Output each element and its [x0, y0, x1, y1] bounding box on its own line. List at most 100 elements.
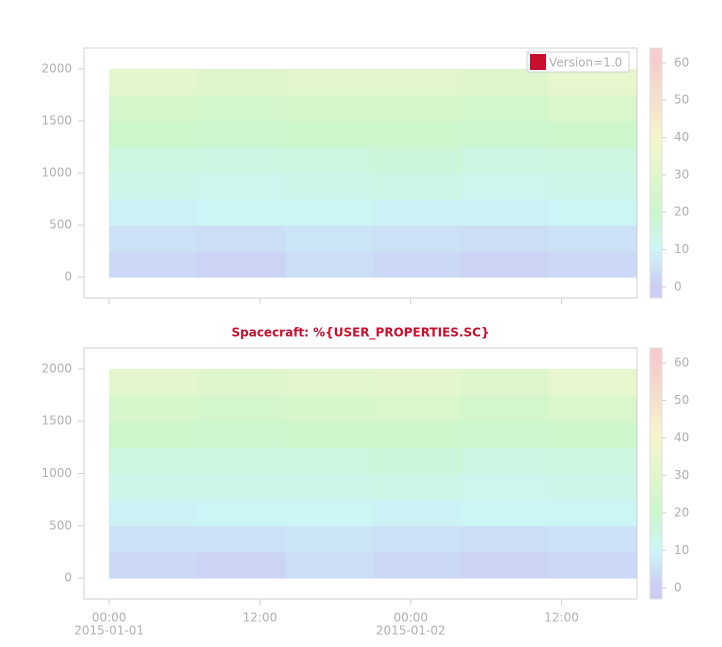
heatmap-cell — [109, 421, 198, 448]
heatmap-cell — [549, 120, 638, 148]
heatmap-cell — [109, 173, 198, 200]
legend-box — [526, 51, 630, 73]
y-tick-label: 1500 — [41, 414, 72, 428]
heatmap-cell — [549, 94, 638, 122]
heatmap-cell — [373, 68, 462, 96]
heatmap-cell — [197, 94, 286, 122]
heatmap-cell — [197, 173, 286, 200]
heatmap-cell — [549, 173, 638, 200]
heatmap-cell — [373, 120, 462, 148]
heatmap-cell — [461, 173, 550, 200]
y-tick-label: 1500 — [41, 113, 72, 127]
heatmap-cell — [549, 395, 638, 422]
heatmap-cell — [549, 199, 638, 226]
colorbar-tick-label: 20 — [674, 505, 689, 519]
heatmap-cell — [285, 94, 374, 122]
heatmap-cell — [373, 473, 462, 501]
heatmap-cell — [373, 499, 462, 527]
x-tick-label: 12:00 — [243, 611, 278, 625]
heatmap-cell — [197, 473, 286, 501]
heatmap-cell — [461, 473, 550, 501]
heatmap-cell — [373, 146, 462, 174]
heatmap-cell — [549, 146, 638, 174]
colorbar-tick-label: 30 — [674, 468, 689, 482]
heatmap-cell — [285, 251, 374, 278]
heatmap-cell — [197, 551, 286, 579]
heatmap-cell — [461, 199, 550, 226]
heatmap-cell — [197, 146, 286, 174]
heatmap-cell — [109, 368, 198, 396]
heatmap-cell — [109, 225, 198, 252]
y-tick-label: 1000 — [41, 166, 72, 180]
heatmap-cell — [373, 525, 462, 553]
colorbar-tick-label: 0 — [674, 279, 682, 293]
heatmap-cell — [197, 395, 286, 422]
heatmap-cell — [197, 499, 286, 527]
colorbar — [649, 347, 663, 600]
heatmap-cell — [109, 525, 198, 553]
heatmap-cell — [461, 225, 550, 252]
heatmap-cell — [285, 499, 374, 527]
heatmap-cell — [373, 199, 462, 226]
heatmap-cell — [373, 421, 462, 448]
heatmap-cell — [373, 251, 462, 278]
heatmap-cell — [285, 421, 374, 448]
heatmap-cell — [109, 251, 198, 278]
heatmap-cell — [461, 525, 550, 553]
legend-swatch — [530, 54, 546, 70]
colorbar-tick-label: 10 — [674, 543, 689, 557]
heatmap-cell — [109, 199, 198, 226]
colorbar-tick-label: 20 — [674, 205, 689, 219]
colorbar-tick-label: 50 — [674, 393, 689, 407]
heatmap-cell — [285, 199, 374, 226]
heatmap-cell — [549, 421, 638, 448]
colorbar-tick-label: 30 — [674, 167, 689, 181]
heatmap-cell — [109, 146, 198, 174]
heatmap-cell — [285, 146, 374, 174]
heatmap-cell — [373, 368, 462, 396]
x-tick-sublabel: 2015-01-01 — [74, 624, 144, 638]
colorbar-tick-label: 40 — [674, 430, 689, 444]
colorbar-tick-label: 10 — [674, 242, 689, 256]
heatmap-cell — [197, 199, 286, 226]
heatmap-cell — [461, 421, 550, 448]
heatmap-cell — [109, 395, 198, 422]
heatmap-cell — [549, 499, 638, 527]
heatmap-cell — [109, 551, 198, 579]
heatmap-cell — [109, 68, 198, 96]
heatmap-cell — [461, 395, 550, 422]
heatmap-cell — [461, 94, 550, 122]
colorbar-tick-label: 60 — [674, 355, 689, 369]
heatmap-cell — [285, 173, 374, 200]
heatmap-cell — [549, 251, 638, 278]
heatmap-cell — [549, 68, 638, 96]
heatmap-cell — [109, 447, 198, 474]
heatmap-cell — [197, 421, 286, 448]
heatmap-cell — [285, 120, 374, 148]
heatmap-cell — [285, 368, 374, 396]
heatmap-cell — [285, 525, 374, 553]
colorbar-tick-label: 0 — [674, 580, 682, 594]
heatmap-cell — [549, 368, 638, 396]
colorbar-tick-label: 50 — [674, 93, 689, 107]
y-tick-label: 500 — [49, 218, 72, 232]
colorbar-tick-label: 40 — [674, 130, 689, 144]
heatmap-cell — [549, 473, 638, 501]
heatmap-cell — [197, 525, 286, 553]
heatmap-cell — [461, 368, 550, 396]
heatmap-cell — [461, 551, 550, 579]
heatmap-cell — [461, 499, 550, 527]
heatmap-cell — [549, 525, 638, 553]
heatmap-cell — [373, 225, 462, 252]
heatmap-cell — [373, 551, 462, 579]
heatmap-cell — [461, 447, 550, 474]
heatmap-cell — [109, 94, 198, 122]
legend-label: Version=1.0 — [549, 56, 622, 70]
heatmap-cell — [109, 120, 198, 148]
heatmap-cell — [197, 68, 286, 96]
colorbar — [649, 47, 663, 299]
heatmap-cell — [461, 146, 550, 174]
heatmap-cell — [197, 120, 286, 148]
